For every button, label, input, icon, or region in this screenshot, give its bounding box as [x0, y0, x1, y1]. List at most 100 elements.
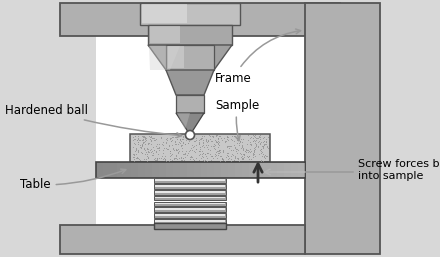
Point — [246, 142, 253, 146]
Point — [252, 135, 259, 139]
Point — [215, 148, 222, 152]
Point — [150, 145, 157, 149]
Point — [141, 146, 148, 150]
Point — [260, 139, 268, 143]
Point — [237, 140, 244, 144]
Point — [171, 148, 178, 152]
Point — [135, 148, 142, 152]
Point — [196, 152, 203, 157]
Bar — [194, 163, 201, 177]
Point — [223, 144, 230, 148]
Point — [167, 136, 174, 140]
Point — [227, 159, 235, 163]
Bar — [214, 163, 221, 177]
Point — [147, 135, 154, 139]
Point — [174, 146, 181, 151]
Point — [167, 151, 174, 155]
Point — [173, 148, 180, 152]
Point — [227, 144, 234, 148]
Point — [223, 145, 230, 149]
Point — [215, 136, 222, 141]
Point — [263, 153, 270, 158]
Point — [204, 139, 211, 143]
Bar — [284, 163, 291, 177]
Point — [177, 155, 184, 159]
Point — [132, 149, 139, 153]
Point — [193, 136, 200, 140]
Point — [209, 154, 216, 158]
Point — [190, 145, 197, 150]
Bar — [103, 163, 110, 177]
Point — [227, 144, 234, 148]
Point — [166, 144, 173, 148]
Point — [169, 135, 176, 139]
Point — [173, 148, 180, 152]
Point — [225, 151, 232, 155]
Point — [202, 137, 209, 141]
Point — [248, 149, 255, 153]
Point — [223, 135, 230, 139]
Point — [259, 152, 266, 156]
Point — [152, 158, 159, 162]
Point — [233, 136, 240, 140]
Point — [146, 150, 153, 154]
Point — [187, 154, 194, 159]
Point — [168, 143, 175, 147]
Point — [185, 135, 192, 139]
Point — [197, 147, 204, 151]
Point — [160, 140, 167, 144]
Point — [198, 152, 205, 157]
Point — [152, 156, 159, 160]
Point — [263, 154, 270, 158]
Point — [250, 152, 257, 156]
Polygon shape — [166, 70, 214, 95]
Point — [131, 157, 138, 161]
Point — [174, 150, 181, 154]
Bar — [154, 207, 226, 212]
Bar — [305, 3, 380, 254]
Point — [170, 134, 177, 139]
Point — [212, 133, 219, 137]
Point — [263, 142, 270, 146]
Point — [207, 154, 214, 158]
Point — [180, 141, 187, 145]
Point — [176, 149, 183, 153]
Point — [260, 135, 268, 139]
Point — [195, 137, 202, 142]
Point — [227, 137, 234, 141]
Point — [245, 157, 252, 161]
Point — [142, 136, 149, 140]
Point — [224, 135, 231, 139]
Point — [130, 152, 137, 157]
Point — [180, 135, 187, 140]
Point — [167, 149, 174, 153]
Point — [139, 141, 147, 145]
Point — [131, 134, 138, 138]
Point — [182, 142, 189, 146]
Point — [183, 138, 190, 142]
Point — [181, 142, 188, 146]
Point — [216, 154, 223, 158]
Point — [199, 151, 206, 155]
Point — [142, 148, 149, 152]
Point — [172, 153, 179, 157]
Point — [200, 140, 207, 144]
Point — [177, 156, 184, 160]
Point — [191, 139, 198, 143]
Point — [154, 152, 161, 157]
Point — [165, 147, 172, 151]
Point — [181, 152, 188, 157]
Point — [132, 142, 139, 146]
Point — [172, 156, 179, 160]
Point — [132, 156, 139, 160]
Bar — [154, 201, 226, 206]
Point — [242, 147, 249, 151]
Point — [134, 140, 141, 144]
Point — [201, 145, 208, 149]
Point — [246, 147, 253, 151]
Point — [238, 140, 246, 144]
Point — [231, 155, 238, 160]
Point — [234, 155, 241, 160]
Point — [188, 155, 195, 160]
Point — [197, 149, 204, 153]
